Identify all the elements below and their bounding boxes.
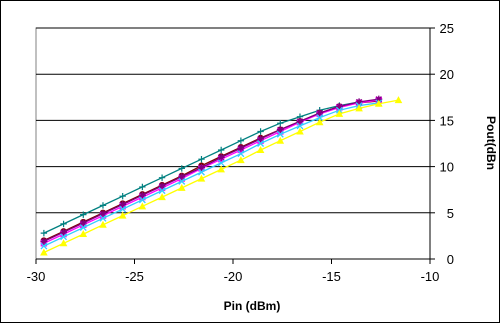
data-point <box>257 135 265 143</box>
data-point <box>217 146 225 154</box>
y-tick-label: 5 <box>447 206 454 221</box>
data-point <box>178 177 186 185</box>
data-point <box>355 104 363 112</box>
data-point <box>375 95 383 103</box>
data-point <box>237 150 245 158</box>
y-tick-label: 25 <box>440 21 454 36</box>
y-tick-label: 0 <box>447 252 454 267</box>
data-point <box>335 103 343 111</box>
plot-area <box>35 27 431 260</box>
y-tick-label: 10 <box>440 160 454 175</box>
data-point <box>99 214 107 222</box>
data-point <box>138 202 147 210</box>
data-point <box>198 168 205 176</box>
series-line <box>43 100 379 234</box>
y-tick-label: 15 <box>440 113 454 128</box>
x-axis-title: Pin (dBm) <box>224 299 281 313</box>
data-point <box>99 210 107 218</box>
data-point <box>99 202 107 209</box>
data-point <box>40 237 48 245</box>
data-point <box>119 192 126 200</box>
data-point <box>119 200 127 208</box>
data-point <box>79 230 88 238</box>
y-axis-title: Pout(dBn <box>484 116 498 170</box>
x-tick-label: -10 <box>421 269 440 284</box>
data-point <box>276 130 284 138</box>
data-point <box>197 164 205 172</box>
data-point <box>257 128 264 135</box>
data-point <box>138 191 146 199</box>
data-point <box>256 145 265 153</box>
data-point <box>158 174 166 181</box>
data-point <box>79 224 87 232</box>
data-point <box>40 248 48 256</box>
series-line <box>43 102 379 247</box>
data-point <box>119 205 127 213</box>
data-point <box>79 219 87 227</box>
data-point <box>277 119 284 127</box>
data-point <box>237 156 245 164</box>
data-point <box>276 136 285 144</box>
data-point <box>60 220 67 228</box>
data-point <box>138 196 146 204</box>
data-point <box>335 109 344 117</box>
y-tick-label: 20 <box>440 67 454 82</box>
data-point <box>60 233 68 241</box>
data-point <box>59 239 68 247</box>
data-point <box>40 242 48 250</box>
data-point <box>158 193 166 201</box>
x-tick-label: -15 <box>322 269 341 284</box>
data-point <box>158 182 166 190</box>
data-point <box>178 173 186 181</box>
data-point <box>355 98 363 106</box>
data-point <box>158 187 166 195</box>
data-point <box>257 140 265 147</box>
data-point <box>316 114 324 122</box>
data-point <box>198 156 205 163</box>
series-4 <box>40 95 383 245</box>
data-point <box>99 220 107 228</box>
data-point <box>217 165 225 173</box>
x-tick-label: -20 <box>224 269 243 284</box>
x-tick-label: -30 <box>27 269 46 284</box>
axes: -30 -25 -20 -15 -10 0 5 10 15 20 25 <box>27 21 454 284</box>
data-point <box>40 229 48 237</box>
data-point <box>296 127 304 135</box>
series-layer <box>40 95 403 256</box>
data-point <box>217 153 225 161</box>
series-6 <box>40 96 403 256</box>
data-point <box>237 144 245 152</box>
data-point <box>237 137 245 144</box>
data-point <box>197 174 206 182</box>
data-point <box>276 126 284 134</box>
series-line <box>43 98 379 242</box>
data-point <box>178 165 185 172</box>
data-point <box>315 118 324 126</box>
x-tick-label: -25 <box>125 269 144 284</box>
data-point <box>118 211 127 219</box>
data-point <box>394 96 403 104</box>
data-point <box>80 211 87 218</box>
data-point <box>296 117 304 125</box>
data-point <box>316 109 324 117</box>
data-point <box>60 228 68 236</box>
data-point <box>139 183 146 191</box>
data-point <box>296 122 304 130</box>
data-point <box>177 183 186 191</box>
data-point <box>374 99 383 107</box>
data-point <box>217 159 225 167</box>
